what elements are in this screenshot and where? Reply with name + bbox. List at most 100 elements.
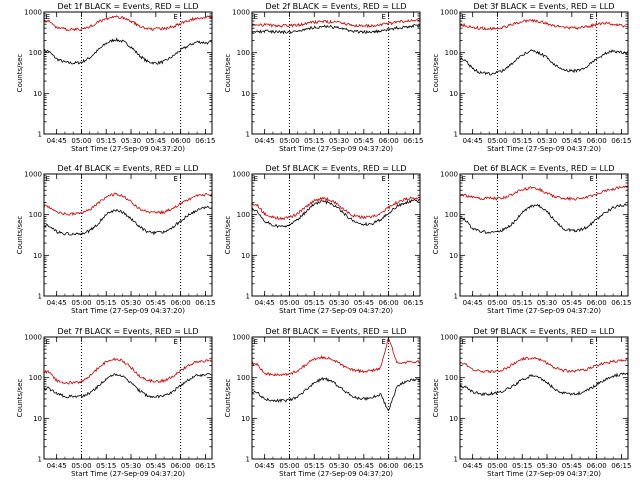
y-tick-label: 1000	[24, 171, 42, 179]
x-tick-label: 05:15	[512, 462, 532, 470]
x-tick-label: 05:15	[96, 462, 116, 470]
x-axis-label: Start Time (27-Sep-09 04:37:20)	[487, 307, 601, 315]
series-line-events	[251, 23, 421, 35]
y-tick-label: 1000	[440, 334, 458, 342]
panel-det-6: Det 6f BLACK = Events, RED = LLD E E 1 10 100…	[432, 164, 631, 315]
series-line-events	[43, 37, 212, 65]
series-line-events	[43, 205, 212, 236]
x-tick-label: 06:00	[587, 299, 607, 307]
x-tick-label: 06:00	[171, 137, 191, 145]
series-line-lld	[459, 356, 628, 374]
x-tick-label: 05:15	[96, 137, 116, 145]
y-tick-label: 10	[33, 90, 42, 98]
x-tick-label: 05:00	[487, 137, 507, 145]
event-marker: E	[46, 338, 50, 346]
x-tick-label: 05:45	[146, 137, 166, 145]
panel-title: Det 2f BLACK = Events, RED = LLD	[265, 2, 406, 11]
panel-det-3: Det 3f BLACK = Events, RED = LLD E E 1 10 100…	[432, 2, 631, 153]
x-tick-label: 04:45	[463, 299, 483, 307]
series-line-lld	[251, 196, 421, 221]
x-tick-label: 05:15	[304, 299, 324, 307]
x-tick-label: 06:00	[379, 462, 399, 470]
x-tick-label: 04:45	[47, 137, 67, 145]
panel-title: Det 8f BLACK = Events, RED = LLD	[265, 327, 406, 336]
y-tick-label: 1	[38, 456, 42, 464]
x-tick-label: 06:15	[611, 462, 631, 470]
y-tick-label: 100	[445, 211, 458, 219]
x-tick-label: 05:00	[71, 299, 91, 307]
y-axis-label: Counts/sec	[224, 216, 232, 255]
x-tick-label: 06:15	[403, 137, 423, 145]
y-axis-label: Counts/sec	[16, 379, 24, 418]
event-marker: E	[254, 13, 258, 21]
event-marker: E	[462, 13, 466, 21]
series-line-events	[459, 372, 629, 397]
x-axis-label: Start Time (27-Sep-09 04:37:20)	[279, 307, 393, 315]
x-tick-label: 05:30	[121, 299, 141, 307]
y-tick-label: 1000	[24, 334, 42, 342]
event-marker: E	[462, 338, 466, 346]
y-tick-label: 1000	[232, 9, 250, 17]
x-tick-label: 04:45	[463, 137, 483, 145]
x-tick-label: 05:30	[537, 299, 557, 307]
y-tick-label: 100	[445, 49, 458, 57]
x-axis-label: Start Time (27-Sep-09 04:37:20)	[71, 470, 185, 478]
plot-frame	[43, 11, 213, 135]
plot-frame	[459, 173, 629, 297]
event-marker: E	[254, 175, 258, 183]
x-tick-label: 05:30	[329, 299, 349, 307]
x-axis-label: Start Time (27-Sep-09 04:37:20)	[279, 470, 393, 478]
x-tick-label: 04:45	[255, 299, 275, 307]
x-tick-label: 05:00	[71, 462, 91, 470]
x-tick-label: 06:15	[611, 137, 631, 145]
x-tick-label: 05:15	[96, 299, 116, 307]
x-tick-label: 06:00	[587, 462, 607, 470]
event-marker: E	[254, 338, 258, 346]
y-tick-label: 1000	[440, 9, 458, 17]
y-tick-label: 100	[237, 49, 250, 57]
x-tick-label: 06:00	[171, 299, 191, 307]
series-line-events	[251, 198, 420, 229]
x-tick-label: 05:00	[487, 462, 507, 470]
y-tick-label: 1000	[232, 334, 250, 342]
plot-frame	[251, 11, 421, 135]
x-axis-label: Start Time (27-Sep-09 04:37:20)	[71, 145, 185, 153]
x-tick-label: 06:15	[195, 462, 215, 470]
y-axis-label: Counts/sec	[432, 216, 440, 255]
y-axis-label: Counts/sec	[224, 54, 232, 93]
series-line-events	[251, 376, 421, 412]
y-tick-label: 10	[449, 252, 458, 260]
y-tick-label: 1	[38, 131, 42, 139]
y-tick-label: 10	[33, 252, 42, 260]
x-tick-label: 05:30	[537, 462, 557, 470]
x-tick-label: 05:00	[279, 462, 299, 470]
y-axis-label: Counts/sec	[224, 379, 232, 418]
plot-frame	[251, 173, 421, 297]
y-tick-label: 1	[454, 456, 458, 464]
series-line-lld	[43, 15, 213, 32]
x-tick-label: 05:15	[512, 299, 532, 307]
x-tick-label: 05:30	[329, 462, 349, 470]
x-tick-label: 05:00	[71, 137, 91, 145]
x-tick-label: 04:45	[255, 137, 275, 145]
y-tick-label: 1000	[232, 171, 250, 179]
y-tick-label: 1	[454, 131, 458, 139]
x-axis-label: Start Time (27-Sep-09 04:37:20)	[279, 145, 393, 153]
event-marker: E	[173, 175, 177, 183]
event-marker: E	[589, 338, 593, 346]
x-tick-label: 05:45	[146, 299, 166, 307]
series-line-lld	[459, 18, 628, 31]
series-line-lld	[459, 185, 629, 202]
plot-frame	[43, 336, 213, 460]
panel-det-9: Det 9f BLACK = Events, RED = LLD E E 1 10 100…	[432, 327, 631, 478]
x-tick-label: 06:00	[171, 462, 191, 470]
y-tick-label: 1	[246, 131, 250, 139]
x-tick-label: 05:00	[279, 137, 299, 145]
y-tick-label: 10	[33, 415, 42, 423]
y-tick-label: 100	[29, 211, 42, 219]
x-tick-label: 05:00	[487, 299, 507, 307]
x-tick-label: 05:30	[329, 137, 349, 145]
x-tick-label: 05:45	[354, 462, 374, 470]
plot-frame	[459, 336, 629, 460]
panel-det-4: Det 4f BLACK = Events, RED = LLD E E 1 10 100…	[16, 164, 215, 315]
